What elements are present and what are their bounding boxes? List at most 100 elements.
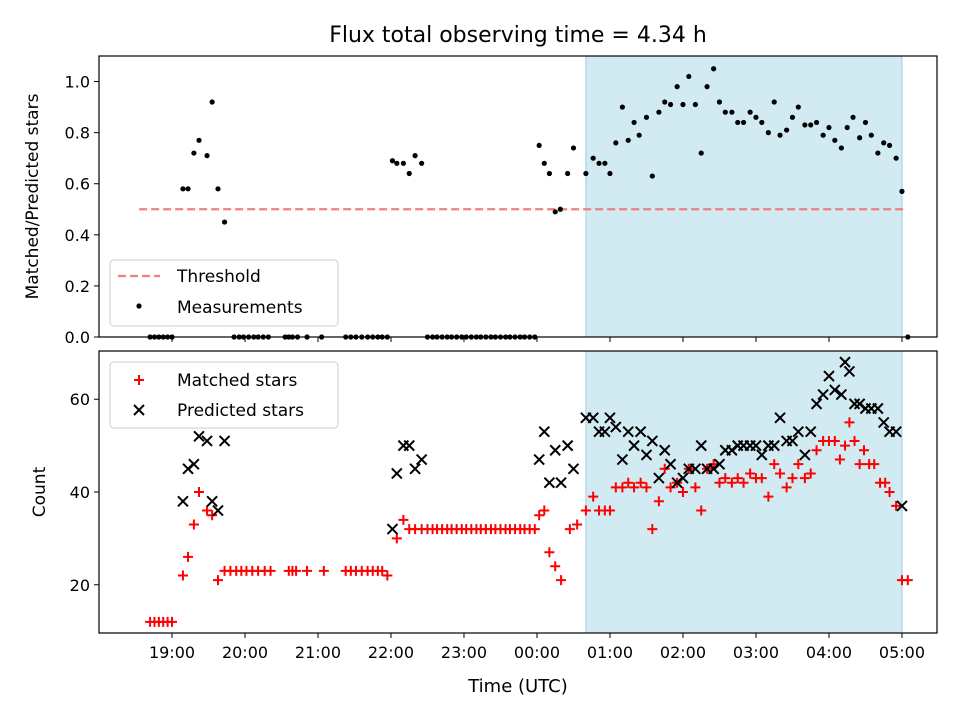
- measurement-point: [771, 99, 777, 105]
- measurement-point: [565, 170, 571, 177]
- measurement-point: [583, 170, 589, 177]
- matched-point: [844, 417, 855, 428]
- measurement-point: [394, 160, 400, 166]
- measurement-point: [636, 132, 642, 138]
- measurement-point: [546, 170, 552, 177]
- measurement-point: [185, 186, 191, 192]
- matched-point: [617, 482, 628, 493]
- matched-point: [529, 524, 540, 535]
- matched-point: [775, 468, 786, 479]
- measurement-point: [868, 132, 874, 138]
- matched-point: [580, 505, 591, 516]
- predicted-point: [756, 449, 768, 461]
- measurement-point: [552, 209, 558, 215]
- measurement-point: [180, 186, 186, 192]
- predicted-point: [695, 439, 707, 452]
- matched-point: [738, 477, 749, 488]
- matched-point: [556, 575, 567, 586]
- measurement-point: [808, 122, 814, 128]
- measurement-point: [619, 104, 625, 110]
- predicted-point: [653, 472, 665, 484]
- measurement-point: [886, 142, 893, 149]
- series-measurements: [147, 66, 911, 340]
- legend-matched-label: Matched stars: [177, 371, 297, 391]
- predicted-point: [587, 412, 599, 424]
- matched-point: [641, 482, 652, 493]
- legend-box: [109, 361, 339, 429]
- y-tick-label: 20: [70, 576, 90, 595]
- predicted-point: [218, 435, 231, 447]
- legend: Matched stars Predicted stars: [109, 361, 339, 429]
- y-tick-label: 60: [70, 390, 90, 409]
- matched-point: [763, 491, 774, 502]
- matched-point: [604, 505, 615, 516]
- measurement-point: [862, 119, 869, 126]
- measurement-point: [536, 142, 542, 149]
- predicted-point: [604, 412, 616, 424]
- measurement-point: [656, 109, 662, 115]
- matched-point: [840, 440, 851, 451]
- matched-point: [811, 445, 822, 456]
- measurement-point: [716, 99, 723, 105]
- matched-point: [194, 487, 205, 497]
- y-axis-label: Count: [30, 466, 50, 517]
- y-tick-label: 0.6: [65, 175, 90, 194]
- measurement-point: [795, 104, 801, 110]
- matched-point: [880, 477, 891, 488]
- measurement-point: [692, 101, 698, 108]
- y-tick-label: 0.0: [65, 328, 90, 347]
- matched-point: [829, 435, 840, 446]
- measurement-point: [613, 140, 619, 146]
- x-tick-label: 04:00: [806, 643, 852, 662]
- predicted-point: [786, 435, 799, 447]
- predicted-point: [774, 412, 786, 424]
- predicted-point: [628, 439, 640, 452]
- matched-point: [647, 524, 658, 535]
- matched-point: [391, 533, 402, 544]
- predicted-point: [538, 425, 550, 438]
- measurement-point: [899, 188, 905, 194]
- measurement-point: [881, 140, 887, 146]
- matched-point: [265, 565, 276, 576]
- matched-point: [884, 487, 895, 497]
- measurement-point: [875, 150, 881, 156]
- legend-predicted-swatch: [133, 404, 145, 416]
- matched-point: [869, 459, 880, 470]
- matched-point: [690, 482, 701, 493]
- matched-point: [564, 524, 575, 535]
- x-axis-label: Time (UTC): [467, 676, 568, 697]
- predicted-point: [386, 523, 399, 535]
- predicted-point: [664, 458, 677, 470]
- x-tick-label: 22:00: [368, 643, 414, 662]
- matched-point: [781, 482, 792, 493]
- plot-frame: [98, 55, 938, 338]
- predicted-point: [555, 477, 567, 489]
- x-tick-label: 05:00: [879, 643, 925, 662]
- legend-box: [109, 259, 339, 327]
- matched-point: [183, 551, 194, 562]
- y-tick-label: 0.8: [65, 124, 90, 143]
- predicted-point: [391, 467, 403, 480]
- matched-point: [623, 477, 634, 488]
- predicted-point: [839, 356, 851, 368]
- legend-measurements-label: Measurements: [177, 298, 303, 318]
- matched-point: [291, 565, 302, 576]
- matched-point: [212, 575, 223, 586]
- legend-threshold-label: Threshold: [176, 267, 261, 287]
- matched-point: [539, 505, 550, 516]
- measurement-point: [789, 114, 796, 120]
- measurement-point: [596, 160, 602, 166]
- measurement-point: [662, 99, 668, 105]
- measurement-point: [686, 73, 692, 80]
- predicted-point: [878, 416, 890, 429]
- count-panel: 19:00 20:00 21:00 22:00 23:00 00:00 01:00 02:00…: [30, 350, 938, 662]
- matched-point: [714, 477, 725, 488]
- measurement-point: [215, 186, 221, 192]
- predicted-point: [750, 439, 762, 452]
- measurement-point: [844, 124, 850, 131]
- measurement-point: [667, 101, 674, 108]
- matched-point: [207, 510, 218, 521]
- x-tick-label: 00:00: [514, 643, 560, 662]
- observing-window-span: [585, 351, 902, 633]
